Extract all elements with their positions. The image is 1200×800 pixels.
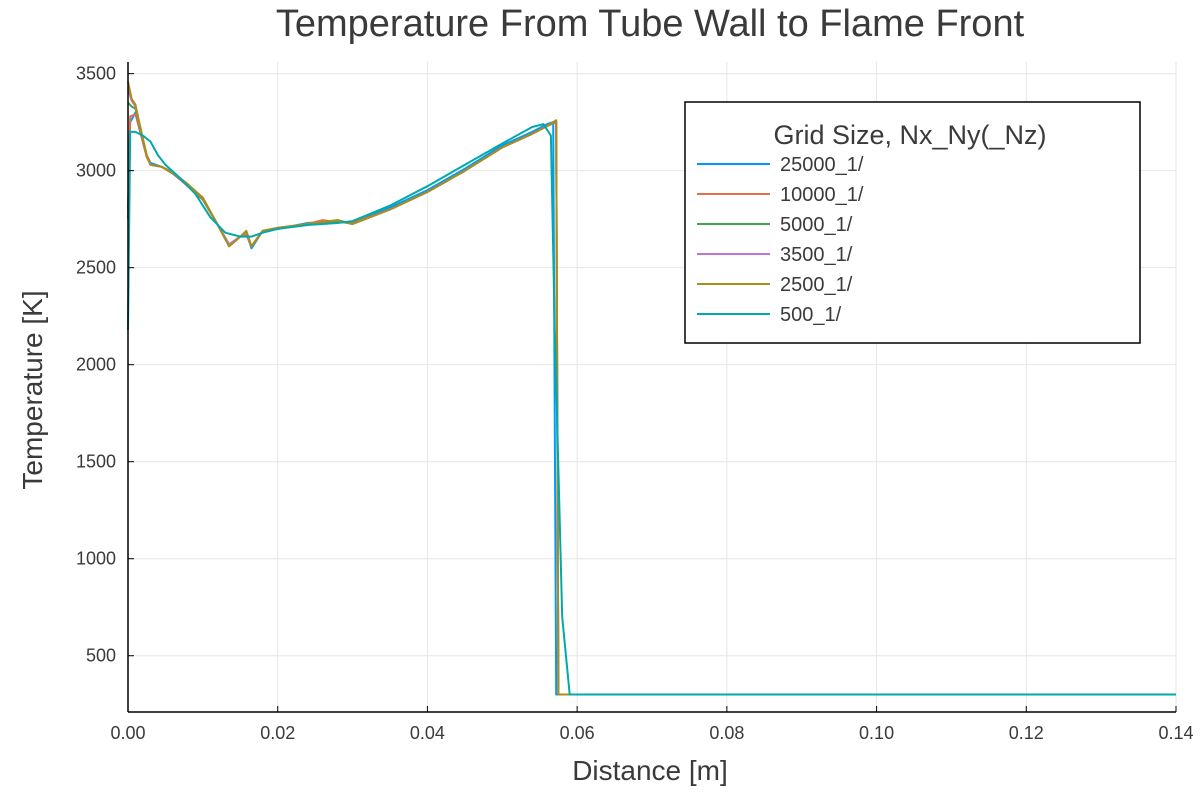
x-axis-label: Distance [m] bbox=[572, 755, 728, 786]
legend-entry: 10000_1/ bbox=[780, 184, 864, 206]
x-tick-label: 0.10 bbox=[859, 723, 894, 743]
x-tick-label: 0.12 bbox=[1009, 723, 1044, 743]
legend-entry: 25000_1/ bbox=[780, 154, 864, 176]
y-tick-label: 1500 bbox=[76, 452, 116, 472]
series-line bbox=[127, 123, 1176, 696]
series-line bbox=[127, 81, 1176, 696]
legend-entry: 500_1/ bbox=[780, 304, 842, 326]
grid bbox=[127, 62, 1177, 712]
plot-area bbox=[127, 81, 1176, 696]
legend-entry: 3500_1/ bbox=[780, 244, 853, 266]
legend-items: 25000_1/10000_1/5000_1/3500_1/2500_1/500… bbox=[697, 154, 864, 326]
y-tick-label: 2000 bbox=[76, 355, 116, 375]
legend-box bbox=[684, 101, 1141, 344]
x-tick-label: 0.14 bbox=[1158, 723, 1193, 743]
y-tick-label: 3000 bbox=[76, 161, 116, 181]
x-tick-label: 0.08 bbox=[709, 723, 744, 743]
y-tick-label: 500 bbox=[86, 646, 116, 666]
y-axis-label: Temperature [K] bbox=[17, 290, 48, 489]
x-tick-label: 0.06 bbox=[560, 723, 595, 743]
y-tick-label: 2500 bbox=[76, 258, 116, 278]
x-tick-label: 0.02 bbox=[260, 723, 295, 743]
chart-title: Temperature From Tube Wall to Flame Fron… bbox=[276, 3, 1025, 45]
axes bbox=[127, 62, 1177, 713]
x-tick-label: 0.00 bbox=[110, 723, 145, 743]
tick-labels: 0.00 0.02 0.04 0.06 0.08 0.10 0.12 0.14 500 1000 1… bbox=[76, 64, 1194, 743]
y-tick-label: 1000 bbox=[76, 549, 116, 569]
legend-title: Grid Size, Nx_Ny(_Nz) bbox=[773, 120, 1046, 150]
y-tick-label: 3500 bbox=[76, 64, 116, 84]
x-tick-label: 0.04 bbox=[410, 723, 445, 743]
legend-entry: 2500_1/ bbox=[780, 274, 853, 296]
legend: Grid Size, Nx_Ny(_Nz) 25000_1/10000_1/50… bbox=[684, 101, 1141, 344]
legend-entry: 5000_1/ bbox=[780, 214, 853, 236]
